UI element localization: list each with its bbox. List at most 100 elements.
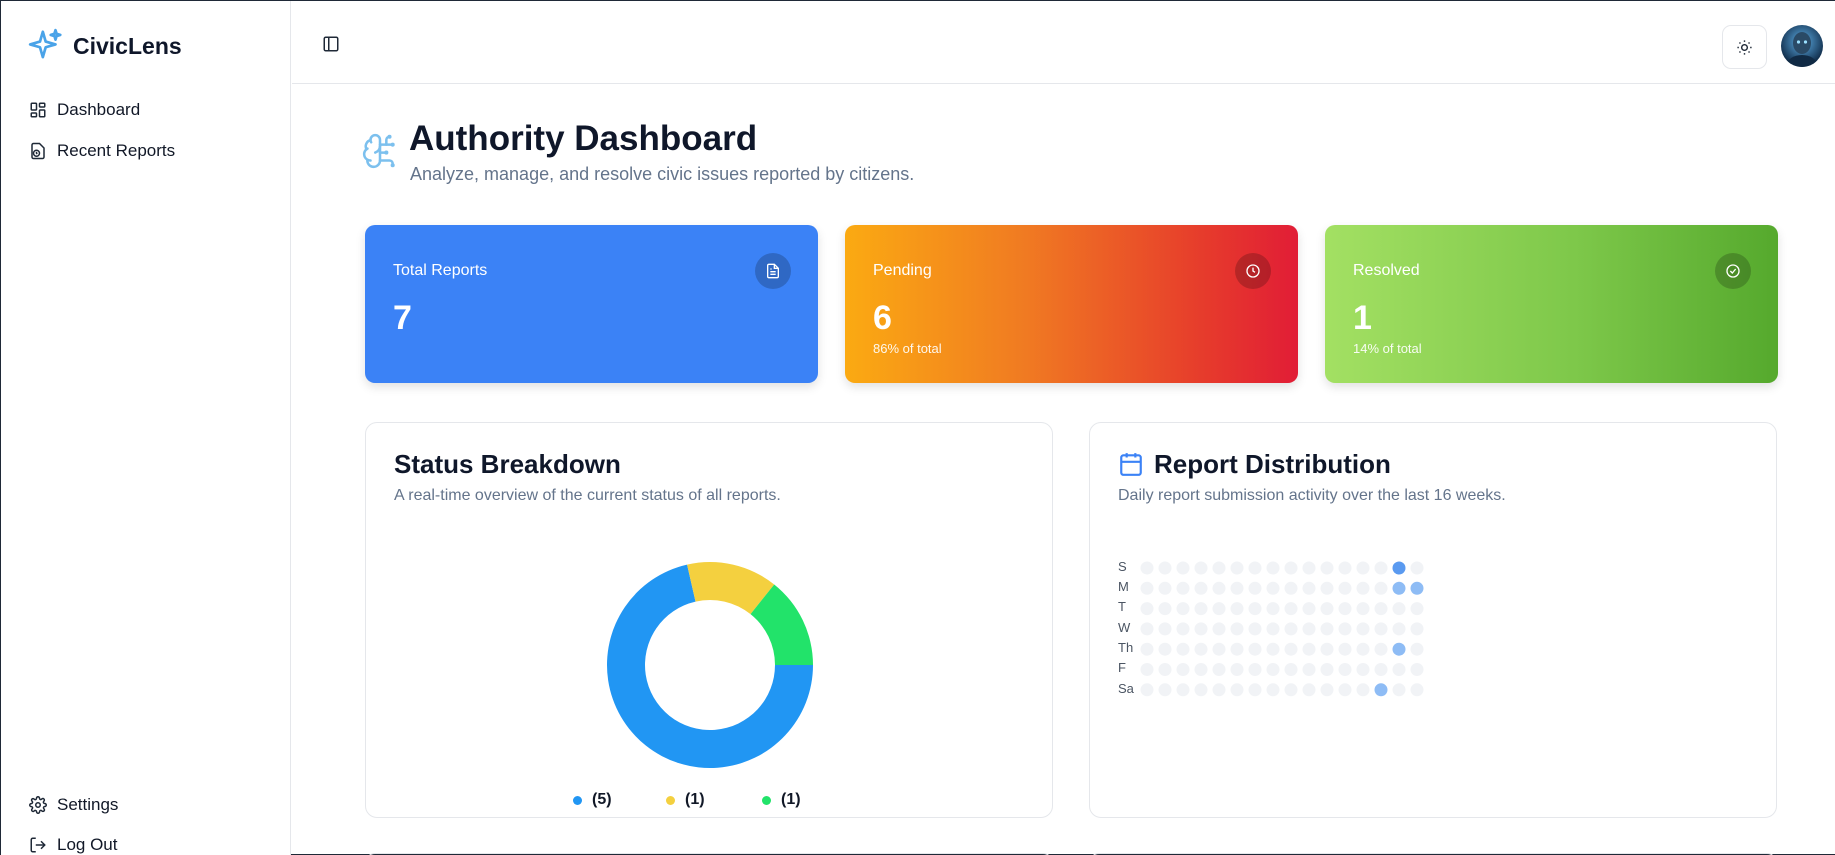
heatmap-cell[interactable] <box>1338 622 1352 636</box>
heatmap-cell[interactable] <box>1392 642 1406 656</box>
heatmap-cell[interactable] <box>1284 622 1298 636</box>
donut-slice[interactable] <box>607 564 813 768</box>
heatmap-cell[interactable] <box>1230 663 1244 676</box>
heatmap-cell[interactable] <box>1266 602 1280 616</box>
heatmap-cell[interactable] <box>1338 561 1352 575</box>
sidebar-item-settings[interactable]: Settings <box>29 795 118 815</box>
heatmap-cell[interactable] <box>1356 581 1370 595</box>
heatmap-cell[interactable] <box>1176 602 1190 616</box>
heatmap-cell[interactable] <box>1302 683 1316 697</box>
heatmap-cell[interactable] <box>1140 622 1154 636</box>
heatmap-cell[interactable] <box>1140 561 1154 575</box>
heatmap-cell[interactable] <box>1302 602 1316 616</box>
heatmap-cell[interactable] <box>1266 581 1280 595</box>
heatmap-cell[interactable] <box>1176 663 1190 676</box>
heatmap-cell[interactable] <box>1392 663 1406 676</box>
heatmap-cell[interactable] <box>1140 581 1154 595</box>
heatmap-cell[interactable] <box>1356 642 1370 656</box>
heatmap-cell[interactable] <box>1392 602 1406 616</box>
heatmap-cell[interactable] <box>1176 622 1190 636</box>
heatmap-cell[interactable] <box>1212 642 1226 656</box>
heatmap-cell[interactable] <box>1266 663 1280 676</box>
heatmap-cell[interactable] <box>1248 561 1262 575</box>
avatar[interactable] <box>1781 25 1823 67</box>
heatmap-cell[interactable] <box>1374 663 1388 676</box>
heatmap-cell[interactable] <box>1410 602 1424 616</box>
heatmap-cell[interactable] <box>1374 602 1388 616</box>
heatmap-cell[interactable] <box>1230 642 1244 656</box>
heatmap-cell[interactable] <box>1284 683 1298 697</box>
heatmap-cell[interactable] <box>1392 561 1406 575</box>
heatmap-cell[interactable] <box>1338 581 1352 595</box>
heatmap-cell[interactable] <box>1356 622 1370 636</box>
legend-item[interactable]: (1) <box>666 791 705 809</box>
heatmap-cell[interactable] <box>1248 581 1262 595</box>
heatmap-cell[interactable] <box>1284 642 1298 656</box>
heatmap-cell[interactable] <box>1194 622 1208 636</box>
heatmap-cell[interactable] <box>1212 602 1226 616</box>
heatmap-cell[interactable] <box>1374 561 1388 575</box>
legend-item[interactable]: (1) <box>762 791 801 809</box>
heatmap-cell[interactable] <box>1158 642 1172 656</box>
heatmap-cell[interactable] <box>1212 561 1226 575</box>
donut-slice[interactable] <box>687 562 775 615</box>
heatmap-cell[interactable] <box>1158 561 1172 575</box>
heatmap-cell[interactable] <box>1320 561 1334 575</box>
heatmap-cell[interactable] <box>1230 581 1244 595</box>
heatmap-cell[interactable] <box>1302 581 1316 595</box>
heatmap-cell[interactable] <box>1320 581 1334 595</box>
heatmap-cell[interactable] <box>1374 581 1388 595</box>
heatmap-cell[interactable] <box>1248 663 1262 676</box>
heatmap-cell[interactable] <box>1320 683 1334 697</box>
heatmap-cell[interactable] <box>1284 602 1298 616</box>
heatmap-cell[interactable] <box>1338 642 1352 656</box>
heatmap-cell[interactable] <box>1410 581 1424 595</box>
heatmap-cell[interactable] <box>1140 602 1154 616</box>
heatmap-cell[interactable] <box>1266 561 1280 575</box>
heatmap-cell[interactable] <box>1158 622 1172 636</box>
heatmap-cell[interactable] <box>1374 642 1388 656</box>
heatmap-cell[interactable] <box>1302 622 1316 636</box>
heatmap-cell[interactable] <box>1374 683 1388 697</box>
heatmap-cell[interactable] <box>1392 622 1406 636</box>
heatmap-cell[interactable] <box>1194 642 1208 656</box>
heatmap-cell[interactable] <box>1320 642 1334 656</box>
heatmap-cell[interactable] <box>1284 561 1298 575</box>
heatmap-cell[interactable] <box>1392 581 1406 595</box>
heatmap-cell[interactable] <box>1230 683 1244 697</box>
sidebar-toggle-button[interactable] <box>322 35 342 55</box>
heatmap-cell[interactable] <box>1158 663 1172 676</box>
heatmap-cell[interactable] <box>1284 581 1298 595</box>
theme-toggle-button[interactable] <box>1722 25 1767 69</box>
heatmap-cell[interactable] <box>1302 561 1316 575</box>
sidebar-item-logout[interactable]: Log Out <box>29 835 118 855</box>
heatmap-cell[interactable] <box>1356 683 1370 697</box>
heatmap-cell[interactable] <box>1320 602 1334 616</box>
heatmap-cell[interactable] <box>1320 622 1334 636</box>
heatmap-cell[interactable] <box>1248 642 1262 656</box>
sidebar-item-recent-reports[interactable]: Recent Reports <box>29 141 175 161</box>
heatmap-cell[interactable] <box>1374 622 1388 636</box>
donut-slice[interactable] <box>750 584 813 665</box>
heatmap-cell[interactable] <box>1356 663 1370 676</box>
heatmap-cell[interactable] <box>1248 683 1262 697</box>
heatmap-cell[interactable] <box>1194 561 1208 575</box>
heatmap-cell[interactable] <box>1266 683 1280 697</box>
pending-card[interactable]: Pending 6 86% of total <box>845 225 1298 383</box>
heatmap-cell[interactable] <box>1338 683 1352 697</box>
heatmap-cell[interactable] <box>1212 581 1226 595</box>
heatmap-cell[interactable] <box>1176 581 1190 595</box>
heatmap-cell[interactable] <box>1410 642 1424 656</box>
heatmap-cell[interactable] <box>1410 663 1424 676</box>
heatmap-cell[interactable] <box>1158 683 1172 697</box>
heatmap-cell[interactable] <box>1140 642 1154 656</box>
heatmap-cell[interactable] <box>1302 663 1316 676</box>
heatmap-cell[interactable] <box>1158 581 1172 595</box>
heatmap-cell[interactable] <box>1266 642 1280 656</box>
heatmap-cell[interactable] <box>1266 622 1280 636</box>
heatmap-cell[interactable] <box>1356 561 1370 575</box>
heatmap-cell[interactable] <box>1140 663 1154 676</box>
legend-item[interactable]: (5) <box>573 791 612 809</box>
heatmap-cell[interactable] <box>1338 663 1352 676</box>
heatmap-cell[interactable] <box>1230 602 1244 616</box>
